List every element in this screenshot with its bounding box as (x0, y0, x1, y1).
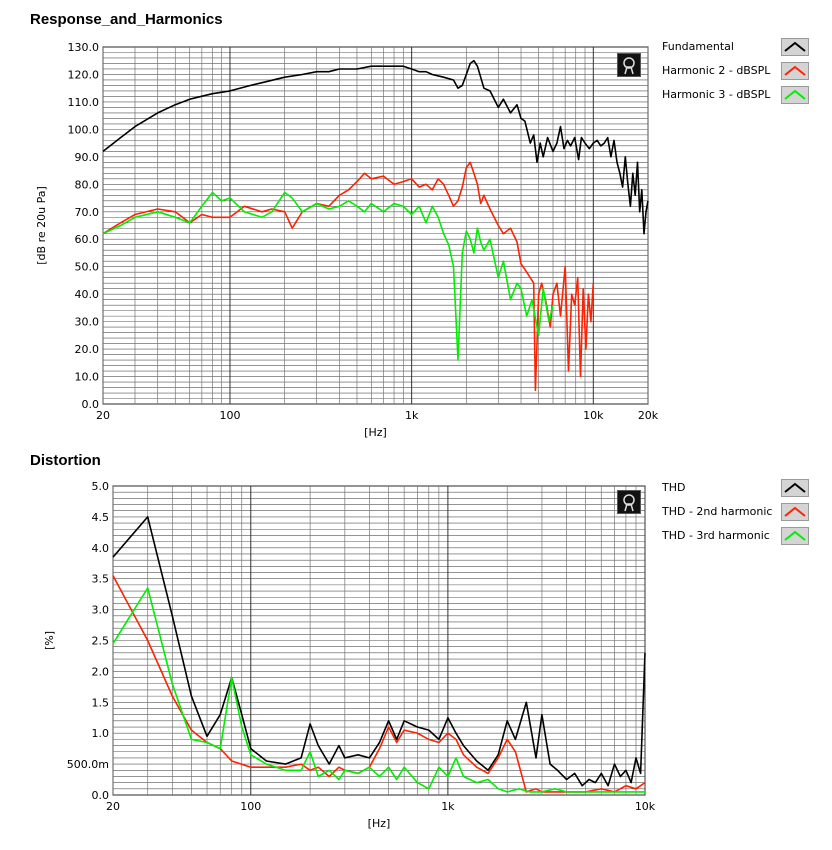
legend-response: Fundamental Harmonic 2 - dBSPL Harmonic … (662, 38, 822, 110)
legend-swatch[interactable] (781, 62, 809, 80)
series-line-2 (102, 161, 595, 392)
response-chart: 0.0 10.0 20.0 30.0 40.0 50.0 60.0 70.0 80.0 90.0 1… (35, 41, 659, 439)
graph-tools-icon[interactable] (617, 490, 641, 514)
legend-item[interactable]: THD - 3rd harmonic (662, 527, 822, 551)
y-tick-label: 50.0 (75, 261, 100, 274)
y-tick-label: 0.0 (92, 789, 110, 802)
series-line-1 (112, 516, 646, 787)
graph-tools-icon[interactable] (617, 53, 641, 77)
y-tick-label: 1.0 (92, 727, 110, 740)
legend-swatch[interactable] (781, 503, 809, 521)
chart-title-distortion: Distortion (30, 452, 101, 469)
y-tick-label: 1.5 (92, 696, 110, 709)
y-tick-label: 500.0m (67, 758, 109, 771)
legend-label: THD (662, 481, 686, 494)
y-tick-label: 4.5 (92, 511, 110, 524)
y-tick-label: 40.0 (75, 288, 100, 301)
y-tick-label: 2.0 (92, 665, 110, 678)
legend-item[interactable]: Harmonic 2 - dBSPL (662, 62, 822, 86)
y-tick-label: 30.0 (75, 316, 100, 329)
legend-item[interactable]: THD - 2nd harmonic (662, 503, 822, 527)
y-axis-label: [dB re 20u Pa] (35, 186, 48, 265)
x-axis-label: [Hz] (364, 426, 387, 439)
y-tick-label: 3.0 (92, 604, 110, 617)
y-tick-label: 2.5 (92, 635, 110, 648)
legend-item[interactable]: Fundamental (662, 38, 822, 62)
y-tick-label: 20.0 (75, 343, 100, 356)
plot-area (102, 46, 649, 405)
series-line-1 (102, 59, 649, 235)
y-tick-label: 0.0 (82, 398, 100, 411)
legend-label: Harmonic 3 - dBSPL (662, 88, 771, 101)
legend-item[interactable]: THD (662, 479, 822, 503)
x-tick-label: 10k (583, 409, 604, 422)
series-line-2 (112, 575, 646, 793)
x-tick-label: 100 (219, 409, 240, 422)
legend-swatch[interactable] (781, 527, 809, 545)
legend-label: THD - 3rd harmonic (662, 529, 770, 542)
y-tick-label: 4.0 (92, 542, 110, 555)
legend-label: Fundamental (662, 40, 734, 53)
y-tick-label: 90.0 (75, 151, 100, 164)
y-tick-label: 5.0 (92, 480, 110, 493)
legend-swatch[interactable] (781, 479, 809, 497)
y-tick-label: 120.0 (68, 68, 100, 81)
x-tick-label: 20k (638, 409, 659, 422)
x-tick-label: 1k (441, 800, 455, 813)
y-tick-label: 3.5 (92, 573, 110, 586)
legend-swatch[interactable] (781, 38, 809, 56)
y-tick-label: 60.0 (75, 233, 100, 246)
x-tick-label: 20 (96, 409, 110, 422)
chart-title-response: Response_and_Harmonics (30, 11, 223, 28)
series-line-3 (112, 587, 645, 793)
legend-swatch[interactable] (781, 86, 809, 104)
x-tick-label: 1k (405, 409, 419, 422)
x-axis-label: [Hz] (368, 817, 391, 830)
x-tick-label: 20 (106, 800, 120, 813)
y-tick-label: 70.0 (75, 206, 100, 219)
y-tick-label: 110.0 (68, 96, 100, 109)
y-tick-label: 130.0 (68, 41, 100, 54)
y-tick-label: 100.0 (68, 123, 100, 136)
x-tick-label: 100 (240, 800, 261, 813)
y-axis-label: [%] (43, 631, 56, 650)
x-tick-label: 10k (635, 800, 656, 813)
legend-distortion: THD THD - 2nd harmonic THD - 3rd harmoni… (662, 479, 822, 551)
legend-item[interactable]: Harmonic 3 - dBSPL (662, 86, 822, 110)
y-tick-label: 80.0 (75, 178, 100, 191)
legend-label: Harmonic 2 - dBSPL (662, 64, 771, 77)
legend-label: THD - 2nd harmonic (662, 505, 773, 518)
series-line-3 (102, 191, 554, 361)
y-tick-label: 10.0 (75, 371, 100, 384)
